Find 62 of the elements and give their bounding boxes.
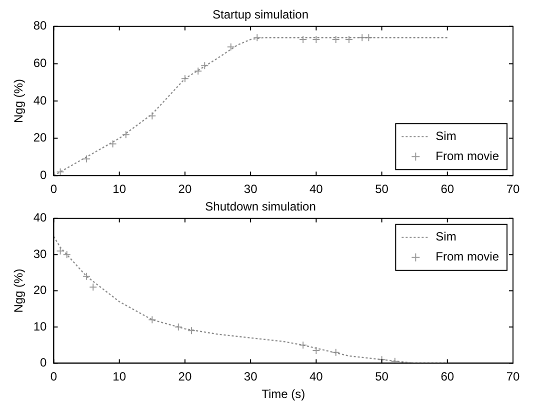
point: [312, 35, 320, 44]
y-tick-label: 0: [40, 168, 48, 182]
y-tick-label: 0: [40, 356, 48, 370]
y-axis-title: Ngg (%): [12, 268, 26, 313]
chart-title: Shutdown simulation: [205, 200, 316, 214]
y-tick-label: 30: [33, 246, 48, 261]
point: [82, 272, 91, 280]
x-tick-label: 70: [506, 182, 520, 196]
x-axis-title: Time (s): [262, 387, 306, 402]
point: [148, 112, 156, 120]
y-tick-label: 60: [33, 56, 48, 70]
point: [188, 326, 196, 335]
x-tick-label: 40: [310, 370, 324, 384]
point: [194, 67, 202, 76]
point: [344, 35, 353, 44]
x-tick-label: 40: [310, 182, 324, 196]
legend-label: Sim: [436, 230, 456, 244]
y-axis-title: Ngg (%): [12, 78, 26, 124]
point: [62, 250, 71, 259]
point: [89, 283, 98, 292]
point: [364, 34, 373, 42]
x-tick-label: 0: [50, 370, 58, 384]
x-tick-label: 60: [440, 370, 454, 384]
point: [180, 74, 189, 83]
point: [253, 34, 262, 42]
y-tick-label: 20: [33, 130, 48, 145]
point: [390, 357, 399, 364]
y-tick-label: 40: [33, 93, 48, 108]
point: [148, 316, 156, 324]
x-tick-label: 50: [375, 182, 389, 196]
legend-label: Sim: [436, 128, 456, 143]
x-tick-label: 70: [506, 370, 520, 384]
point: [122, 130, 130, 139]
x-tick-label: 30: [244, 182, 258, 196]
y-tick-label: 80: [33, 18, 48, 33]
legend-label: From movie: [436, 250, 500, 264]
x-tick-label: 10: [112, 182, 126, 196]
point: [226, 42, 235, 51]
point: [358, 34, 366, 42]
point: [299, 341, 308, 350]
point: [332, 348, 340, 356]
chart-title: Startup simulation: [212, 8, 309, 22]
y-tick-label: 20: [33, 283, 48, 298]
point: [108, 140, 117, 148]
legend-label: From movie: [436, 148, 500, 163]
y-tick-label: 10: [33, 319, 48, 334]
point: [56, 246, 64, 255]
x-tick-label: 60: [440, 182, 454, 196]
x-tick-label: 20: [178, 182, 192, 196]
x-tick-label: 30: [244, 370, 258, 384]
point: [82, 154, 91, 163]
point: [312, 346, 320, 355]
y-tick-label: 40: [33, 210, 48, 225]
x-tick-label: 20: [178, 370, 192, 384]
x-tick-label: 10: [112, 370, 126, 384]
point: [200, 62, 209, 70]
point: [56, 168, 64, 176]
point: [299, 35, 308, 44]
x-tick-label: 0: [50, 182, 58, 196]
x-tick-label: 50: [375, 370, 389, 384]
point: [174, 323, 182, 331]
point: [332, 35, 340, 44]
